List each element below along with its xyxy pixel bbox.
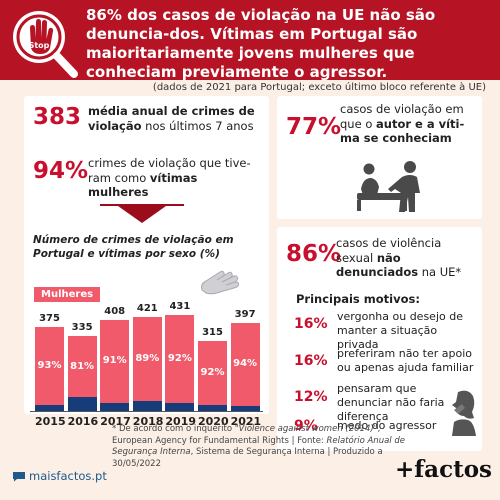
bar-total-label: 397 <box>234 308 256 320</box>
hand-grab-icon <box>201 270 240 295</box>
footer-note: * De acordo com o inquérito "Violence ag… <box>112 424 405 469</box>
bar-2019: 92% 431 2019 <box>165 301 196 428</box>
bar-pct-label: 91% <box>102 355 127 367</box>
bar-total-label: 335 <box>71 322 93 334</box>
bar-segment-men <box>230 405 260 411</box>
page-title: 86% dos casos de violação na UE não são … <box>86 6 436 81</box>
stat-86-value: 86% <box>286 241 342 267</box>
site-url: maisfactos.pt <box>29 469 107 483</box>
bar-pct-label: 92% <box>200 367 225 379</box>
bar-segment-women <box>132 317 162 401</box>
motive-text: medo do agressor <box>337 419 437 432</box>
bar-segment-men <box>67 396 97 411</box>
stat-383-text: média anual de crimes de violação nos úl… <box>88 104 255 133</box>
site-link[interactable]: maisfactos.pt <box>12 469 107 483</box>
motive-text: pensaram que denunciar não faria diferen… <box>337 382 445 423</box>
subtitle: (dados de 2021 para Portugal; exceto últ… <box>152 82 486 93</box>
bar-segment-men <box>198 405 227 411</box>
stat-94-value: 94% <box>33 158 89 184</box>
bar-segment-men <box>35 405 64 411</box>
stat-383-value: 383 <box>33 104 82 130</box>
bar-total-label: 408 <box>104 306 126 318</box>
x-tick-label: 2021 <box>230 414 262 428</box>
bar-pct-label: 89% <box>135 352 160 364</box>
x-tick-label: 2018 <box>132 414 164 428</box>
right-bottom-panel <box>277 227 482 451</box>
x-tick-label: 2015 <box>35 414 66 428</box>
x-tick-label: 2019 <box>165 415 197 428</box>
stat-94-text: crimes de violação que tive-ram como vít… <box>88 156 251 199</box>
x-tick-label: 2016 <box>67 414 99 428</box>
stat-77-value: 77% <box>286 114 342 140</box>
bar-segment-men <box>132 400 162 411</box>
svg-text:Stop: Stop <box>29 41 50 50</box>
stat-86-text: casos de violência sexual não denunciado… <box>336 236 462 279</box>
bar-segment-women <box>230 322 260 406</box>
legend-women: Mulheres <box>34 287 101 302</box>
motive-pct: 12% <box>294 389 328 405</box>
bed-figures-icon <box>357 161 420 212</box>
motive-pct: 16% <box>294 316 328 332</box>
motive-pct: 9% <box>294 418 318 434</box>
motive-text: preferiram não ter apoio ou apenas ajuda… <box>337 347 474 374</box>
motive-pct: 16% <box>294 353 328 369</box>
chart-title: Número de crimes de violação em Portugal… <box>33 234 234 260</box>
bar-pct-label: 92% <box>167 353 192 365</box>
bar-2017: 91% 408 2017 <box>100 306 131 428</box>
bar-total-label: 315 <box>202 326 223 338</box>
bar-segment-women <box>198 340 227 406</box>
bar-2015: 93% 375 2015 <box>35 313 66 428</box>
section-divider <box>100 204 184 206</box>
bar-2018: 89% 421 2018 <box>132 303 163 428</box>
bar-2021: 94% 397 2021 <box>230 309 261 428</box>
bar-segment-women <box>165 315 195 404</box>
x-tick-label: 2017 <box>100 414 131 428</box>
chat-bubble-icon <box>13 471 25 481</box>
motives-title: Principais motivos: <box>296 292 420 306</box>
header-banner: Stop 86% dos casos de violação na UE não… <box>0 0 500 81</box>
stop-hand-magnifier-icon: Stop <box>13 11 78 78</box>
bar-pct-label: 94% <box>233 358 258 370</box>
stat-77-text: casos de violação em que o autor e a vít… <box>340 102 465 145</box>
bar-segment-women <box>100 320 130 403</box>
bar-2016: 81% 335 2016 <box>67 322 98 428</box>
bar-segment-men <box>100 402 130 411</box>
bar-segment-men <box>165 403 195 411</box>
x-tick-label: 2020 <box>198 414 229 428</box>
scared-woman-icon <box>452 390 476 436</box>
down-arrow-icon <box>118 206 166 223</box>
bar-total-label: 421 <box>136 303 158 315</box>
bar-segment-women <box>67 336 97 397</box>
motive-text: vergonha ou desejo de manter a situação … <box>337 310 463 351</box>
bar-segment-women <box>35 327 64 406</box>
bar-pct-label: 93% <box>37 360 62 372</box>
bar-pct-label: 81% <box>70 360 95 372</box>
bar-total-label: 375 <box>39 313 60 325</box>
x-axis <box>30 411 263 412</box>
brand-logo: +factos <box>395 456 492 483</box>
bar-2020: 92% 315 2020 <box>198 327 229 428</box>
bar-total-label: 431 <box>169 301 191 312</box>
